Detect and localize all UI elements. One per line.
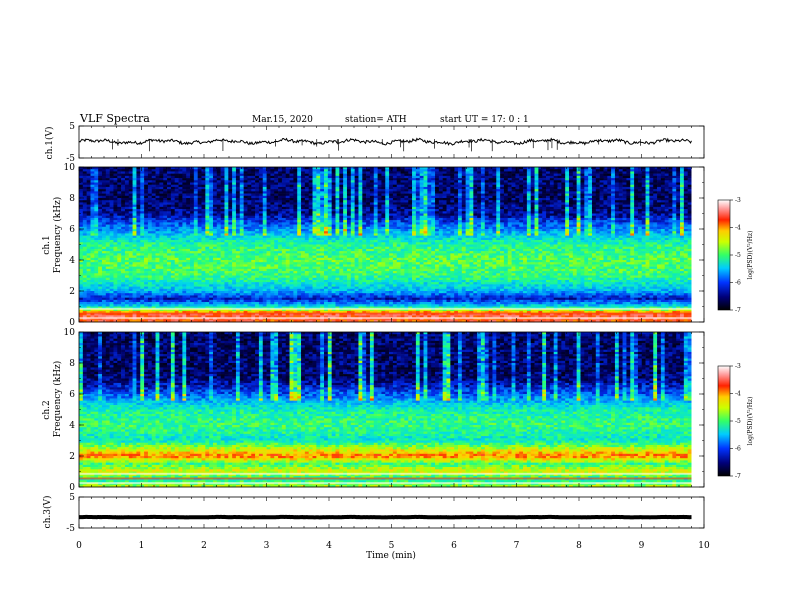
- x-tick-label: 0: [76, 541, 82, 551]
- ch1-waveform-panel: 5-5: [66, 122, 704, 164]
- x-tick-label: 8: [576, 541, 582, 551]
- ch1-spectrogram-channel-label: ch.1: [42, 235, 52, 254]
- ch2-spectrogram-panel: 0 2 4 6 8 10: [64, 328, 704, 493]
- ch2-colorbar-label: log(PSD)(V²/Hz): [747, 397, 754, 446]
- ch1-spectrogram-ytick-label: 2: [69, 287, 75, 297]
- ch1-spectrogram-ytick-label: 0: [69, 318, 75, 328]
- ch2-spectrogram-channel-label: ch.2: [42, 400, 52, 419]
- ch2-spectrogram-ytick-label: 8: [69, 359, 75, 369]
- ch2-colorbar: log(PSD)(V²/Hz) -3 -4 -5 -6 -7: [718, 363, 754, 480]
- ch3-waveform-trace: [79, 517, 692, 518]
- ch2-spectrogram-colorbar-tick-label: -6: [735, 446, 741, 453]
- ch1-spectrogram-colorbar-tick-label: -6: [735, 280, 741, 287]
- x-tick-label: 10: [698, 541, 710, 551]
- ch2-spectrogram-colorbar-tick-label: -7: [735, 473, 741, 480]
- x-tick-label: 2: [201, 541, 207, 551]
- x-tick-label: 6: [451, 541, 457, 551]
- ch1-waveform-trace: [79, 138, 692, 145]
- x-tick-label: 1: [139, 541, 145, 551]
- ch3-waveform-ytick-label: 5: [69, 493, 75, 503]
- ch2-spectrogram-ytick-label: 10: [64, 328, 76, 338]
- ch1-colorbar: log(PSD)(V²/Hz) -3 -4 -5 -6 -7: [718, 197, 754, 314]
- ch2-spectrogram-colorbar-tick-label: -5: [735, 418, 741, 425]
- x-tick-label: 3: [264, 541, 270, 551]
- ch1-spectrogram-colorbar-tick-label: -4: [735, 225, 741, 232]
- start-time-label: start UT = 17: 0 : 1: [440, 115, 529, 125]
- ch1-waveform-ylabel: ch.1(V): [44, 127, 55, 160]
- station-label: station= ATH: [345, 115, 407, 125]
- ch1-colorbar-label: log(PSD)(V²/Hz): [747, 231, 754, 280]
- ch1-spectrogram-ytick-label: 8: [69, 194, 75, 204]
- ch2-spectrogram-ytick-label: 0: [69, 483, 75, 493]
- ch3-waveform-frame: [79, 497, 704, 528]
- chart-title: VLF Spectra: [79, 112, 150, 125]
- ch3-waveform-ylabel: ch.3(V): [42, 496, 53, 529]
- ch1-spectrogram-colorbar-tick-label: -7: [735, 307, 741, 314]
- ch2-spectrogram-ytick-label: 4: [69, 421, 75, 431]
- x-axis-label: Time (min): [366, 550, 416, 561]
- ch3-waveform-panel: 5 -5: [66, 493, 704, 534]
- x-tick-label: 5: [389, 541, 395, 551]
- ch2-spectrogram-ylabel: Frequency (kHz): [52, 361, 63, 438]
- date-label: Mar.15, 2020: [252, 115, 313, 125]
- x-tick-label: 7: [514, 541, 520, 551]
- ch2-spectrogram-colorbar-tick-label: -4: [735, 391, 741, 398]
- ch1-spectrogram-ytick-label: 6: [69, 225, 75, 235]
- ch2-spectrogram-heatmap-cells: [79, 332, 692, 487]
- ch1-spectrogram-colorbar-tick-label: -5: [735, 252, 741, 259]
- ch1-spectrogram-heatmap-cells: [79, 167, 692, 322]
- ch1-spectrogram-ytick-label: 4: [69, 256, 75, 266]
- ch2-spectrogram-colorbar-tick-label: -3: [735, 363, 741, 370]
- ch1-spectrogram-ytick-label: 10: [64, 163, 76, 173]
- ch3-waveform-ytick-label: -5: [66, 524, 75, 534]
- x-tick-label: 4: [326, 541, 332, 551]
- ch1-spectrogram-colorbar-tick-label: -3: [735, 197, 741, 204]
- ch1-waveform-ytick-label: 5: [69, 122, 75, 132]
- ch1-spectrogram-panel: 0 2 4 6 8 10: [64, 163, 704, 328]
- x-tick-label: 9: [639, 541, 645, 551]
- ch1-spectrogram-ylabel: Frequency (kHz): [52, 197, 63, 274]
- x-axis: 0 1 2 3 4 5 6 7 8 9 10: [76, 541, 710, 551]
- ch2-spectrogram-ytick-label: 2: [69, 452, 75, 462]
- ch2-spectrogram-ytick-label: 6: [69, 390, 75, 400]
